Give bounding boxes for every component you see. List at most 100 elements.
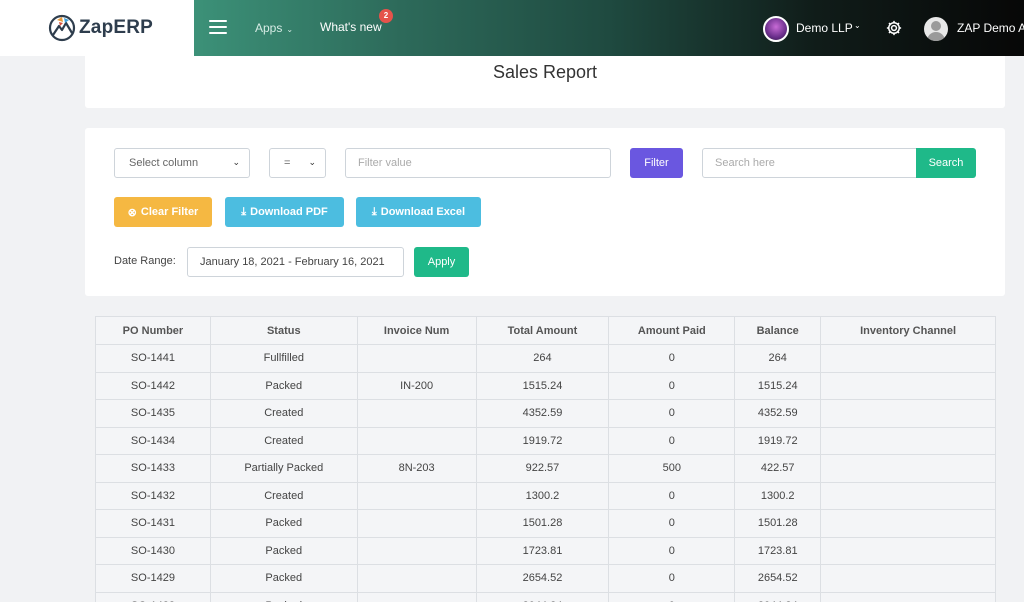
table-cell: 2654.52 xyxy=(734,564,822,593)
table-row[interactable]: SO-1434 Created 1919.72 0 1919.72 xyxy=(95,426,996,455)
operator-select[interactable]: = ⌄ xyxy=(269,148,326,178)
filter-button[interactable]: Filter xyxy=(630,148,683,178)
table-cell: 264 xyxy=(475,344,610,373)
table-cell xyxy=(820,454,996,483)
table-cell: 1919.72 xyxy=(734,426,822,455)
table-cell xyxy=(356,509,477,538)
table-cell: 4352.59 xyxy=(475,399,610,428)
table-cell xyxy=(356,399,477,428)
chevron-down-icon: ⌄ xyxy=(308,157,316,167)
table-cell: 8N-203 xyxy=(356,454,477,483)
column-header[interactable]: Status xyxy=(209,316,358,345)
table-cell: 0 xyxy=(608,536,736,565)
table-header-row: PO Number Status Invoice Num Total Amount Am… xyxy=(95,316,996,345)
table-cell: 1300.2 xyxy=(475,481,610,510)
table-row[interactable]: SO-1441 Fullfilled 264 0 264 xyxy=(95,344,996,373)
top-bar: ZapERP Apps ⌄ What's new 2 Demo LLP ⌄ ZAP… xyxy=(0,0,1024,56)
table-cell xyxy=(356,344,477,373)
table-cell: 1723.81 xyxy=(475,536,610,565)
chevron-down-icon: ⌄ xyxy=(286,25,294,34)
column-header[interactable]: Inventory Channel xyxy=(820,316,996,345)
table-cell xyxy=(820,536,996,565)
table-cell xyxy=(356,536,477,565)
table-cell: 0 xyxy=(608,481,736,510)
table-cell: 0 xyxy=(608,509,736,538)
table-cell: Packed xyxy=(209,536,358,565)
download-pdf-label: Download PDF xyxy=(250,206,328,218)
table-cell xyxy=(820,591,996,602)
table-cell: 4352.59 xyxy=(734,399,822,428)
download-excel-button[interactable]: ⤓ Download Excel xyxy=(356,197,481,227)
date-range-label: Date Range: xyxy=(114,255,176,267)
navbar: Apps ⌄ What's new 2 Demo LLP ⌄ ZAP Demo A xyxy=(194,0,1024,56)
column-select-value: Select column xyxy=(129,157,199,169)
table-cell: Fullfilled xyxy=(209,344,358,373)
table-cell: 1501.28 xyxy=(734,509,822,538)
clear-filter-button[interactable]: ⊗ Clear Filter xyxy=(114,197,212,227)
user-name[interactable]: ZAP Demo A xyxy=(957,21,1024,35)
company-avatar[interactable] xyxy=(763,16,789,42)
table-cell: 0 xyxy=(608,344,736,373)
table-cell: 264 xyxy=(734,344,822,373)
table-cell: SO-1430 xyxy=(95,536,211,565)
column-header[interactable]: PO Number xyxy=(95,316,211,345)
table-cell: SO-1442 xyxy=(95,371,211,400)
table-cell xyxy=(356,481,477,510)
table-cell: Packed xyxy=(209,371,358,400)
table-cell: 2044.24 xyxy=(734,591,822,602)
notification-badge: 2 xyxy=(379,9,393,23)
table-cell: 1515.24 xyxy=(734,371,822,400)
table-cell xyxy=(820,371,996,400)
search-input[interactable]: Search here xyxy=(702,148,918,178)
page-title: Sales Report xyxy=(492,62,598,82)
table-cell: Packed xyxy=(209,564,358,593)
download-pdf-button[interactable]: ⤓ Download PDF xyxy=(225,197,344,227)
table-row[interactable]: SO-1432 Created 1300.2 0 1300.2 xyxy=(95,481,996,510)
column-header[interactable]: Balance xyxy=(734,316,822,345)
sales-table-container[interactable]: PO Number Status Invoice Num Total Amount Am… xyxy=(95,316,996,602)
table-cell xyxy=(356,426,477,455)
chevron-down-icon: ⌄ xyxy=(232,157,240,167)
table-cell: 500 xyxy=(608,454,736,483)
table-row[interactable]: SO-1433 Partially Packed 8N-203 922.57 500 42… xyxy=(95,454,996,483)
table-cell: SO-1429 xyxy=(95,564,211,593)
apply-button[interactable]: Apply xyxy=(414,247,469,277)
hamburger-menu-icon[interactable] xyxy=(209,20,227,34)
column-select[interactable]: Select column ⌄ xyxy=(114,148,250,178)
table-row[interactable]: SO-1442 Packed IN-200 1515.24 0 1515.24 xyxy=(95,371,996,400)
table-cell: SO-1441 xyxy=(95,344,211,373)
company-name[interactable]: Demo LLP xyxy=(796,21,853,35)
nav-apps-menu[interactable]: Apps ⌄ xyxy=(255,21,293,35)
table-row[interactable]: SO-1429 Packed 2654.52 0 2654.52 xyxy=(95,564,996,593)
table-cell xyxy=(820,509,996,538)
table-row[interactable]: SO-1428Packed 2044.2402044.24 xyxy=(95,591,996,602)
table-cell: 0 xyxy=(608,591,736,602)
search-button[interactable]: Search xyxy=(916,148,976,178)
table-cell: 1515.24 xyxy=(475,371,610,400)
column-header[interactable]: Total Amount xyxy=(475,316,610,345)
table-cell: IN-200 xyxy=(356,371,477,400)
table-cell xyxy=(356,591,477,602)
title-card: Sales Report xyxy=(85,56,1005,108)
table-cell: 0 xyxy=(608,564,736,593)
column-header[interactable]: Amount Paid xyxy=(608,316,736,345)
logo[interactable]: ZapERP xyxy=(0,0,194,56)
column-header[interactable]: Invoice Num xyxy=(356,316,477,345)
table-cell: SO-1435 xyxy=(95,399,211,428)
filter-value-input[interactable]: Filter value xyxy=(345,148,611,178)
table-row[interactable]: SO-1430 Packed 1723.81 0 1723.81 xyxy=(95,536,996,565)
table-cell: 1501.28 xyxy=(475,509,610,538)
table-row[interactable]: SO-1435 Created 4352.59 0 4352.59 xyxy=(95,399,996,428)
operator-select-value: = xyxy=(284,157,291,169)
gear-icon[interactable] xyxy=(885,19,903,37)
date-range-input[interactable]: January 18, 2021 - February 16, 2021 xyxy=(187,247,404,277)
table-row[interactable]: SO-1431 Packed 1501.28 0 1501.28 xyxy=(95,509,996,538)
table-cell xyxy=(820,564,996,593)
chevron-down-icon[interactable]: ⌄ xyxy=(854,21,861,30)
circle-x-icon: ⊗ xyxy=(127,206,137,219)
user-avatar[interactable] xyxy=(924,17,948,41)
nav-whats-new[interactable]: What's new xyxy=(320,20,382,34)
table-cell: Packed xyxy=(209,591,358,602)
filter-card: Select column ⌄ = ⌄ Filter value Filter … xyxy=(85,128,1005,296)
table-cell: 1300.2 xyxy=(734,481,822,510)
